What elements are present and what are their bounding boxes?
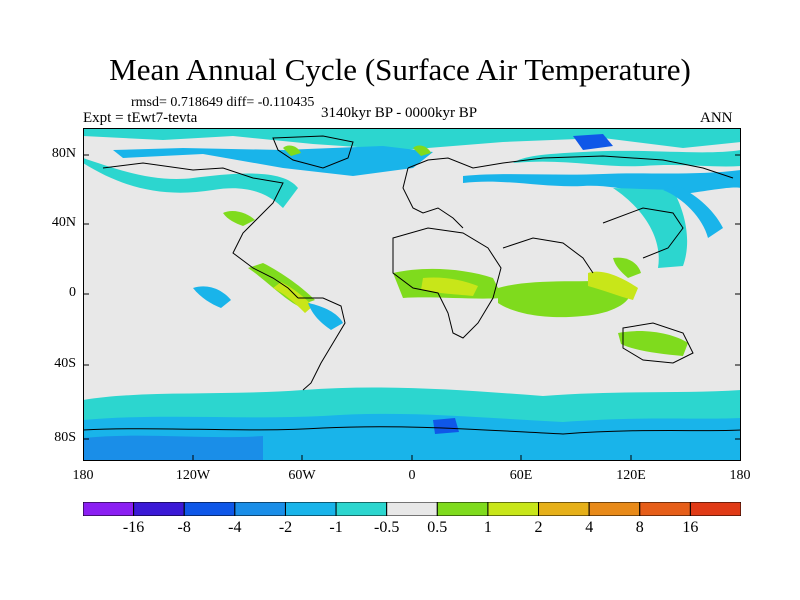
colorbar-swatch [386,502,438,516]
colorbar-swatch [183,502,236,516]
colorbar-label: -4 [228,519,242,536]
colorbar-label: -1 [329,519,343,536]
anomaly-fields [83,128,741,461]
colorbar-label: -16 [122,519,145,536]
chart-title: Mean Annual Cycle (Surface Air Temperatu… [109,52,691,87]
lon-label: 60W [288,468,316,483]
colorbar-label: 2 [534,519,543,536]
temperature-anomaly-map [83,128,741,461]
colorbar-label: 1 [483,519,492,536]
lon-label: 180 [729,468,751,483]
colorbar-swatch [689,502,741,516]
colorbar-label: -8 [177,519,191,536]
colorbar-swatch [234,502,286,516]
colorbar-swatch [487,502,540,516]
lat-label: 40N [51,215,76,230]
colorbar [83,502,741,516]
colorbar-swatch [436,502,489,516]
colorbar-label: 4 [585,519,594,536]
lon-label: 120W [175,468,211,483]
colorbar-label: 8 [635,519,644,536]
colorbar-swatch [284,502,337,516]
lon-label: 120E [616,468,646,483]
colorbar-swatch [133,502,185,516]
axis-ticks [83,154,741,461]
lon-label: 60E [509,468,533,483]
lon-label: 0 [408,468,416,483]
colorbar-swatch [639,502,691,516]
lat-label: 0 [69,285,76,300]
coastlines [83,135,741,435]
colorbar-swatch [335,502,388,516]
stats-text: rmsd= 0.718649 diff= -0.110435 [131,95,315,110]
lat-label: 40S [54,356,76,371]
lon-label: 180 [72,468,94,483]
colorbar-label: 16 [682,519,699,536]
colorbar-swatch [588,502,641,516]
period-label: 3140kyr BP - 0000kyr BP [321,105,478,121]
colorbar-swatch [83,502,135,516]
colorbar-label: -2 [278,519,293,536]
lat-label: 80N [51,146,76,161]
colorbar-label: -0.5 [374,519,400,536]
lat-label: 80S [54,430,76,445]
colorbar-swatch [538,502,590,516]
colorbar-label: 0.5 [427,519,448,536]
season-label: ANN [700,110,733,126]
experiment-label: Expt = tEwt7-tevta [83,110,198,126]
